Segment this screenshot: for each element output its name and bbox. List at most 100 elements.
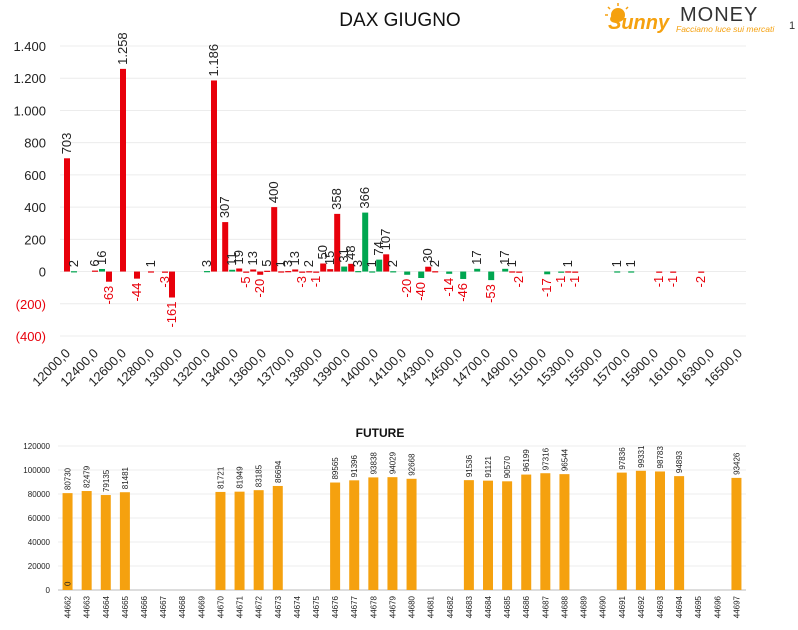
x-tick-label: 44680 (408, 595, 417, 618)
bar (148, 271, 154, 273)
bar (334, 213, 341, 272)
data-label: -3 (157, 276, 172, 288)
data-label: 94029 (388, 451, 397, 474)
data-label: -1 (553, 276, 568, 288)
data-label: 99331 (637, 445, 646, 468)
x-tick-label: 44671 (236, 595, 245, 618)
bar (229, 269, 236, 272)
bar (383, 254, 390, 272)
data-label: 89565 (331, 457, 340, 480)
data-label: -40 (413, 282, 428, 301)
x-tick-label: 44695 (694, 595, 703, 618)
data-label: 93426 (732, 452, 741, 475)
bar (330, 482, 341, 590)
x-tick-label: 44672 (255, 595, 264, 618)
x-tick-label: 44686 (522, 595, 531, 618)
x-tick-label: 44687 (541, 595, 550, 618)
bar (236, 268, 243, 272)
data-label: -2 (511, 276, 526, 288)
bar (544, 271, 551, 275)
bar (418, 271, 425, 278)
x-tick-label: 44681 (427, 595, 436, 618)
x-tick-label: 44692 (637, 595, 646, 618)
y-tick-label: 800 (24, 136, 46, 151)
data-label: 74 (371, 241, 386, 255)
data-label: 400 (266, 181, 281, 203)
data-label: 13 (245, 251, 260, 265)
bar (656, 271, 663, 273)
data-label: 97836 (618, 447, 627, 470)
x-tick-label: 44689 (580, 595, 589, 618)
bar (271, 207, 278, 272)
bar (250, 269, 257, 272)
data-label: 19 (231, 250, 246, 264)
bar (460, 271, 467, 279)
data-label: 91121 (484, 455, 493, 477)
data-label: 1.186 (206, 44, 221, 77)
bar (341, 266, 348, 272)
bar (616, 472, 627, 590)
data-label: 50 (315, 245, 330, 259)
bar (565, 271, 572, 273)
y-tick-label: (200) (16, 297, 46, 312)
bar (540, 473, 551, 590)
x-tick-label: 44665 (121, 595, 130, 618)
x-tick-label: 44696 (713, 595, 722, 618)
y-tick-label: 0 (46, 586, 51, 595)
bar (285, 271, 292, 273)
x-tick-label: 44677 (350, 595, 359, 618)
bar (119, 492, 130, 590)
x-tick-label: 44694 (675, 595, 684, 618)
x-tick-label: 44685 (503, 595, 512, 618)
bar (162, 271, 168, 273)
y-tick-label: 200 (24, 232, 46, 247)
data-label: 16 (94, 251, 109, 265)
bar (234, 491, 245, 590)
data-label: 83185 (255, 464, 264, 487)
data-label: 92668 (408, 453, 417, 476)
data-label: 1 (364, 260, 379, 267)
y-tick-label: 120000 (23, 442, 50, 451)
x-tick-label: 44697 (732, 595, 741, 618)
y-tick-label: 0 (39, 265, 46, 280)
bar (272, 485, 283, 590)
x-tick-label: 44675 (312, 595, 321, 618)
future-chart: 0 20000 40000 60000 80000 100000 120000 80730 44… (23, 442, 746, 618)
bar (99, 268, 105, 272)
data-label: -2 (693, 276, 708, 288)
data-label: 358 (329, 188, 344, 210)
data-label: -17 (539, 278, 554, 297)
data-label: -20 (399, 279, 414, 298)
bar (71, 271, 77, 273)
bar (306, 271, 313, 273)
bar (169, 271, 175, 298)
y-tick-label: 80000 (28, 490, 51, 499)
x-tick-label: 44670 (216, 595, 225, 618)
x-tick-label: 44669 (197, 595, 206, 618)
bar (559, 474, 570, 590)
bar (349, 480, 360, 590)
bar (100, 495, 111, 590)
bar (253, 490, 264, 590)
bar (463, 480, 474, 590)
bar (264, 270, 271, 272)
x-tick-label: 44662 (64, 595, 73, 618)
y-tick-label: 1.200 (13, 71, 46, 86)
data-label: 93838 (369, 452, 378, 475)
bar (313, 271, 320, 273)
y-tick-label: 1.400 (13, 39, 46, 54)
bar (558, 271, 565, 273)
data-label: 90570 (503, 456, 512, 479)
data-label: 2 (301, 260, 316, 267)
data-label: -5 (238, 276, 253, 288)
x-tick-label: 44676 (331, 595, 340, 618)
bar (446, 271, 453, 274)
x-tick-label: 44684 (484, 595, 493, 618)
x-tick-label: 44682 (446, 595, 455, 618)
data-label: 86694 (274, 460, 283, 483)
bar (64, 158, 70, 272)
logo-caps: MONEY (680, 4, 758, 26)
bar (204, 271, 210, 273)
bar (425, 266, 432, 272)
bar (488, 271, 495, 281)
